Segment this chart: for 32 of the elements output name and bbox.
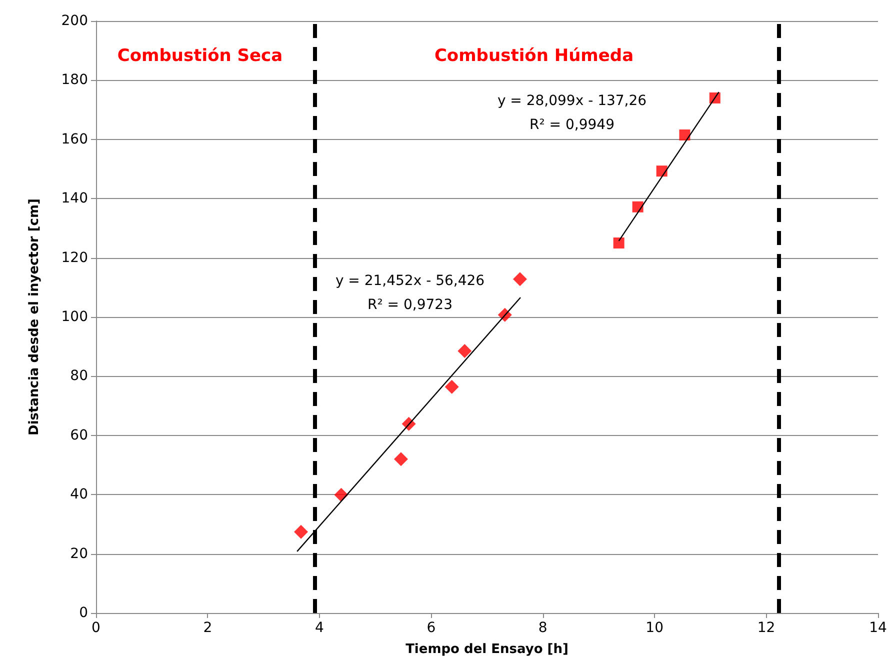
annotation: y = 28,099x - 137,26 R² = 0,9949 (497, 93, 647, 133)
y-tick-label: 200 (61, 13, 88, 29)
y-tick-label: 180 (61, 72, 88, 88)
point (394, 452, 408, 466)
y-tick-label: 0 (79, 605, 88, 621)
y-tick-label: 160 (61, 131, 88, 148)
x-tick-label: 14 (869, 620, 887, 636)
x-tick-label: 12 (757, 620, 776, 636)
point (679, 129, 690, 140)
y-tick-label: 80 (70, 368, 88, 384)
x-axis-title: Tiempo del Ensayo [h] (406, 642, 568, 657)
point (294, 524, 308, 539)
y-tick-label: 140 (61, 190, 88, 207)
point (444, 380, 459, 394)
x-tick-label: 2 (203, 620, 212, 636)
x-tick-label: 8 (538, 620, 548, 636)
y-tick-label: 100 (61, 309, 88, 325)
x-tick-label: 4 (314, 620, 324, 636)
x-tick-label: 10 (646, 620, 664, 636)
y-tick-label: 60 (70, 427, 88, 444)
x-tick-label: 6 (426, 620, 436, 636)
point (458, 344, 472, 358)
x-tick-label: 0 (92, 620, 100, 636)
y-axis-title: Distancia desde el inyector [cm] (27, 198, 42, 436)
y-tick-label: 40 (70, 486, 88, 503)
annotation: Combustión Húmeda (434, 46, 634, 66)
y-tick-label: 20 (70, 546, 88, 562)
annotation: Combustión Seca (117, 46, 283, 66)
y-tick-label: 120 (61, 250, 88, 266)
point (613, 238, 624, 248)
annotation: y = 21,452x - 56,426 R² = 0,9723 (335, 273, 485, 313)
point (512, 272, 527, 286)
